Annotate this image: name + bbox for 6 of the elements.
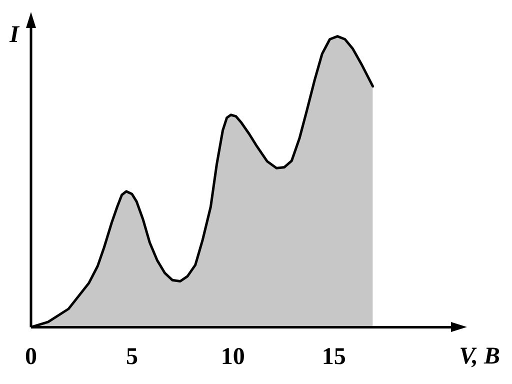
x-tick-label: 0 — [25, 344, 37, 370]
x-tick-label: 5 — [126, 344, 138, 370]
x-tick-label: 15 — [322, 344, 346, 370]
x-tick-label: 10 — [220, 344, 245, 370]
y-axis-title: I — [8, 22, 21, 48]
x-axis-title: V, B — [459, 343, 500, 370]
